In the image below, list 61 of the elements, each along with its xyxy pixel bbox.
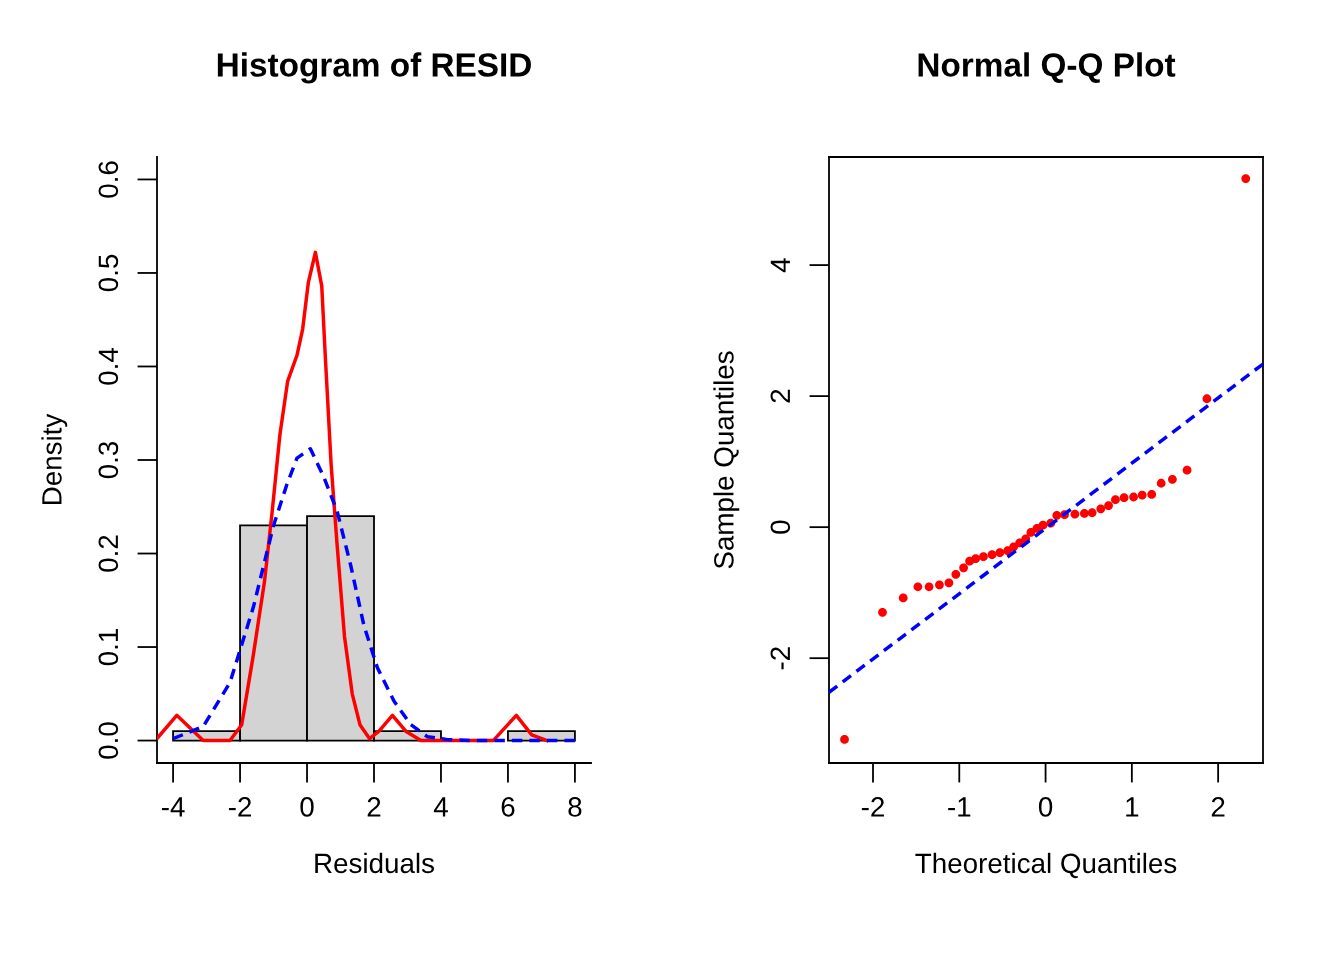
x-tick-label: 1 <box>1126 797 1139 817</box>
point <box>1137 490 1147 500</box>
point <box>1052 510 1062 520</box>
point <box>878 607 887 617</box>
x-axis-title: Theoretical Quantiles <box>915 852 1177 879</box>
point <box>1096 504 1106 514</box>
point <box>1070 509 1080 519</box>
y-axis-title: Density <box>41 413 68 505</box>
point <box>1147 490 1157 499</box>
point <box>1241 174 1251 184</box>
point <box>995 548 1005 558</box>
chart-title: Histogram of RESID <box>217 52 531 84</box>
line-series <box>157 250 549 743</box>
y-tick-label: 4 <box>770 258 790 273</box>
y-tick-label: 0.2 <box>98 535 119 572</box>
y-tick-label: -2 <box>770 647 790 670</box>
point <box>1111 495 1120 505</box>
point <box>959 563 968 573</box>
y-tick-label: 0.3 <box>98 441 119 479</box>
x-tick-label: 8 <box>568 797 582 817</box>
x-tick-label: -4 <box>161 797 185 817</box>
y-tick-label: 0.1 <box>98 629 119 666</box>
point <box>935 580 944 590</box>
x-tick-label: 0 <box>1038 797 1053 817</box>
point <box>1182 465 1192 475</box>
point <box>924 582 934 592</box>
point <box>898 593 908 603</box>
point <box>1202 394 1212 404</box>
x-axis-title: Residuals <box>315 852 434 874</box>
point <box>840 735 849 744</box>
y-tick-label: 0.4 <box>98 347 119 385</box>
x-tick-label: -1 <box>948 797 971 817</box>
x-tick-label: 0 <box>300 797 314 817</box>
point <box>979 552 988 562</box>
point <box>1104 501 1113 510</box>
x-tick-label: -2 <box>228 797 252 817</box>
point <box>951 569 961 579</box>
point <box>1038 520 1048 530</box>
x-tick-label: 2 <box>1211 797 1225 817</box>
point <box>913 582 923 592</box>
chart-title: Normal Q-Q Plot <box>918 52 1176 83</box>
x-tick-label: 2 <box>367 797 381 817</box>
point <box>1087 508 1097 518</box>
x-tick-label: 6 <box>501 797 515 817</box>
y-tick-label: 0.6 <box>98 161 119 198</box>
y-tick-label: 0.0 <box>98 722 119 759</box>
point <box>987 550 997 560</box>
line-series <box>171 447 577 743</box>
point <box>1080 509 1089 518</box>
point <box>1119 493 1129 503</box>
x-tick-label: 4 <box>433 797 448 817</box>
x-tick-label: -2 <box>861 797 884 817</box>
point <box>944 578 954 588</box>
point <box>971 554 981 563</box>
point <box>1129 492 1138 502</box>
y-tick-label: 0.5 <box>98 254 119 292</box>
y-axis-title: Sample Quantiles <box>713 351 740 569</box>
y-tick-label: 0 <box>770 520 791 534</box>
y-tick-label: 2 <box>770 389 790 403</box>
point <box>1156 478 1166 488</box>
point <box>1168 474 1177 484</box>
